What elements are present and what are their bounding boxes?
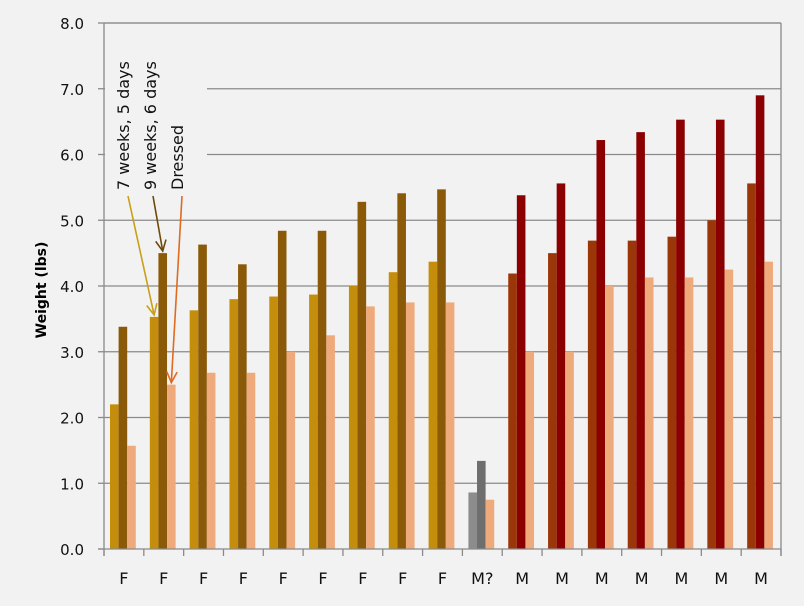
x-tick-label: M	[595, 569, 609, 588]
y-tick-label: 8.0	[60, 15, 84, 33]
annotation-arrow	[127, 195, 155, 316]
x-tick-label: M	[754, 569, 768, 588]
x-tick-label: M	[555, 569, 569, 588]
bar	[468, 492, 478, 549]
bar	[269, 296, 278, 549]
bar	[158, 253, 168, 550]
series-annotations: 7 weeks, 5 days 9 weeks, 6 days Dressed	[105, 25, 207, 385]
bar	[707, 220, 716, 549]
bar	[627, 240, 637, 549]
bar	[309, 294, 318, 549]
x-tick-label: F	[398, 569, 407, 588]
x-tick-label: F	[318, 569, 327, 588]
bar	[477, 460, 486, 549]
x-tick-label: M	[675, 569, 689, 588]
axes	[98, 22, 782, 556]
annotation-arrow	[170, 195, 183, 383]
bar	[644, 277, 654, 549]
bar	[715, 119, 725, 550]
x-tick-label: F	[279, 569, 288, 588]
bar	[110, 404, 119, 549]
bar	[229, 299, 239, 549]
bar	[127, 445, 136, 549]
y-tick-label: 0.0	[60, 541, 84, 559]
bar	[286, 351, 296, 549]
x-tick-labels: F F F F F F F F F M? M M M M M M M	[119, 569, 768, 588]
x-tick-label: F	[239, 569, 248, 588]
annotation-label: Dressed	[168, 125, 187, 190]
bar	[198, 244, 207, 549]
bar	[118, 326, 128, 549]
x-tick-label: F	[159, 569, 168, 588]
bar	[397, 193, 406, 550]
x-tick-label: M	[635, 569, 649, 588]
x-tick-label: M?	[471, 569, 493, 588]
y-tick-label: 3.0	[60, 344, 84, 362]
y-tick-label: 1.0	[60, 475, 84, 493]
bar	[388, 272, 398, 549]
bar	[724, 269, 734, 549]
arrowhead-icon	[146, 303, 158, 317]
y-tick-label: 2.0	[60, 410, 84, 428]
bar	[317, 230, 327, 549]
x-tick-label: F	[199, 569, 208, 588]
x-tick-label: M	[515, 569, 529, 588]
bar	[485, 499, 495, 549]
bar	[764, 261, 773, 549]
bars	[110, 95, 773, 550]
bar	[596, 140, 606, 550]
bar	[405, 302, 415, 549]
bar	[348, 286, 358, 549]
bar	[508, 273, 517, 549]
y-tick-label: 4.0	[60, 278, 84, 296]
x-tick-label: F	[119, 569, 128, 588]
bar	[437, 189, 446, 549]
bar	[246, 372, 256, 549]
bar	[445, 302, 455, 549]
bar	[636, 132, 645, 549]
bar	[556, 183, 566, 549]
bar	[516, 195, 526, 549]
bar	[676, 119, 685, 550]
bar	[548, 253, 557, 550]
bar	[605, 286, 614, 549]
bar	[366, 306, 375, 549]
bar	[525, 351, 535, 549]
bar	[189, 310, 199, 549]
bar	[357, 201, 367, 549]
bar	[238, 264, 247, 549]
bar	[565, 351, 574, 549]
bar	[747, 183, 756, 549]
bar	[149, 316, 159, 549]
bar	[167, 384, 176, 550]
bar	[206, 372, 216, 549]
bar	[667, 236, 677, 549]
arrowhead-icon	[165, 371, 178, 385]
annotation-label: 9 weeks, 6 days	[141, 61, 160, 190]
bar	[277, 230, 287, 549]
annotation-label: 7 weeks, 5 days	[114, 61, 133, 190]
arrowhead-icon	[155, 239, 167, 253]
bar	[755, 95, 765, 549]
y-tick-label: 7.0	[60, 81, 84, 99]
y-tick-label: 6.0	[60, 147, 84, 165]
annotation-arrow	[152, 195, 164, 252]
y-axis-label: Weight (lbs)	[34, 242, 50, 339]
x-tick-label: M	[714, 569, 728, 588]
y-tick-labels: 0.0 1.0 2.0 3.0 4.0 5.0 6.0 7.0 8.0	[60, 15, 84, 559]
bar	[428, 261, 438, 549]
bar	[587, 240, 597, 549]
bar	[326, 335, 335, 549]
bar	[684, 277, 694, 549]
y-tick-label: 5.0	[60, 212, 84, 230]
x-tick-label: F	[438, 569, 447, 588]
x-tick-label: F	[358, 569, 367, 588]
